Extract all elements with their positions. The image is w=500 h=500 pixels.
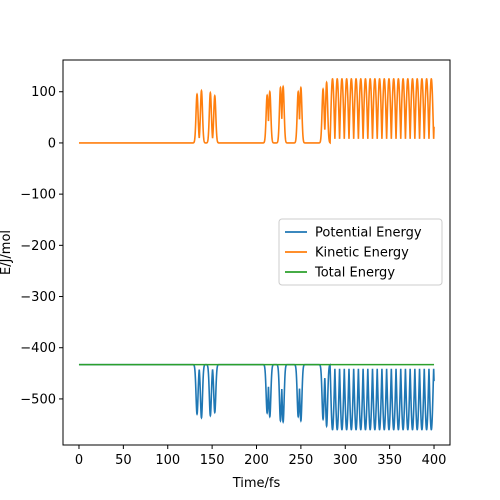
x-tick-label: 250 bbox=[288, 453, 313, 468]
x-tick-label: 100 bbox=[155, 453, 180, 468]
legend-box bbox=[278, 218, 443, 286]
y-tick-label: −200 bbox=[20, 239, 56, 254]
x-tick-label: 400 bbox=[422, 453, 447, 468]
x-tick-label: 300 bbox=[333, 453, 358, 468]
plot-lines bbox=[78, 78, 435, 431]
y-tick-label: 0 bbox=[48, 136, 56, 151]
x-tick-label: 0 bbox=[75, 453, 83, 468]
legend-label: Total Energy bbox=[314, 266, 395, 281]
legend-entries: Potential Energy Kinetic Energy Total Ener… bbox=[285, 226, 422, 281]
x-axis-label: Time/fs bbox=[232, 476, 281, 491]
x-tick-label: 200 bbox=[244, 453, 269, 468]
x-tick-label: 50 bbox=[115, 453, 132, 468]
y-tick-label: −100 bbox=[20, 188, 56, 203]
legend-label: Kinetic Energy bbox=[315, 246, 409, 261]
y-tick-label: 100 bbox=[31, 85, 56, 100]
y-axis-ticks: −500 −400 −300 −200 −100 0 100 bbox=[20, 85, 63, 407]
legend-label: Potential Energy bbox=[315, 226, 422, 241]
y-axis-label: E/J/mol bbox=[0, 230, 14, 275]
x-tick-label: 150 bbox=[200, 453, 225, 468]
series-line-kinetic-energy bbox=[78, 78, 435, 145]
y-tick-label: −400 bbox=[20, 341, 56, 356]
x-tick-label: 350 bbox=[377, 453, 402, 468]
y-tick-label: −300 bbox=[20, 290, 56, 305]
x-axis-ticks: 0 50 100 150 200 250 300 350 400 bbox=[75, 445, 447, 468]
legend: Potential Energy Kinetic Energy Total Ener… bbox=[278, 218, 443, 286]
y-tick-label: −500 bbox=[20, 392, 56, 407]
